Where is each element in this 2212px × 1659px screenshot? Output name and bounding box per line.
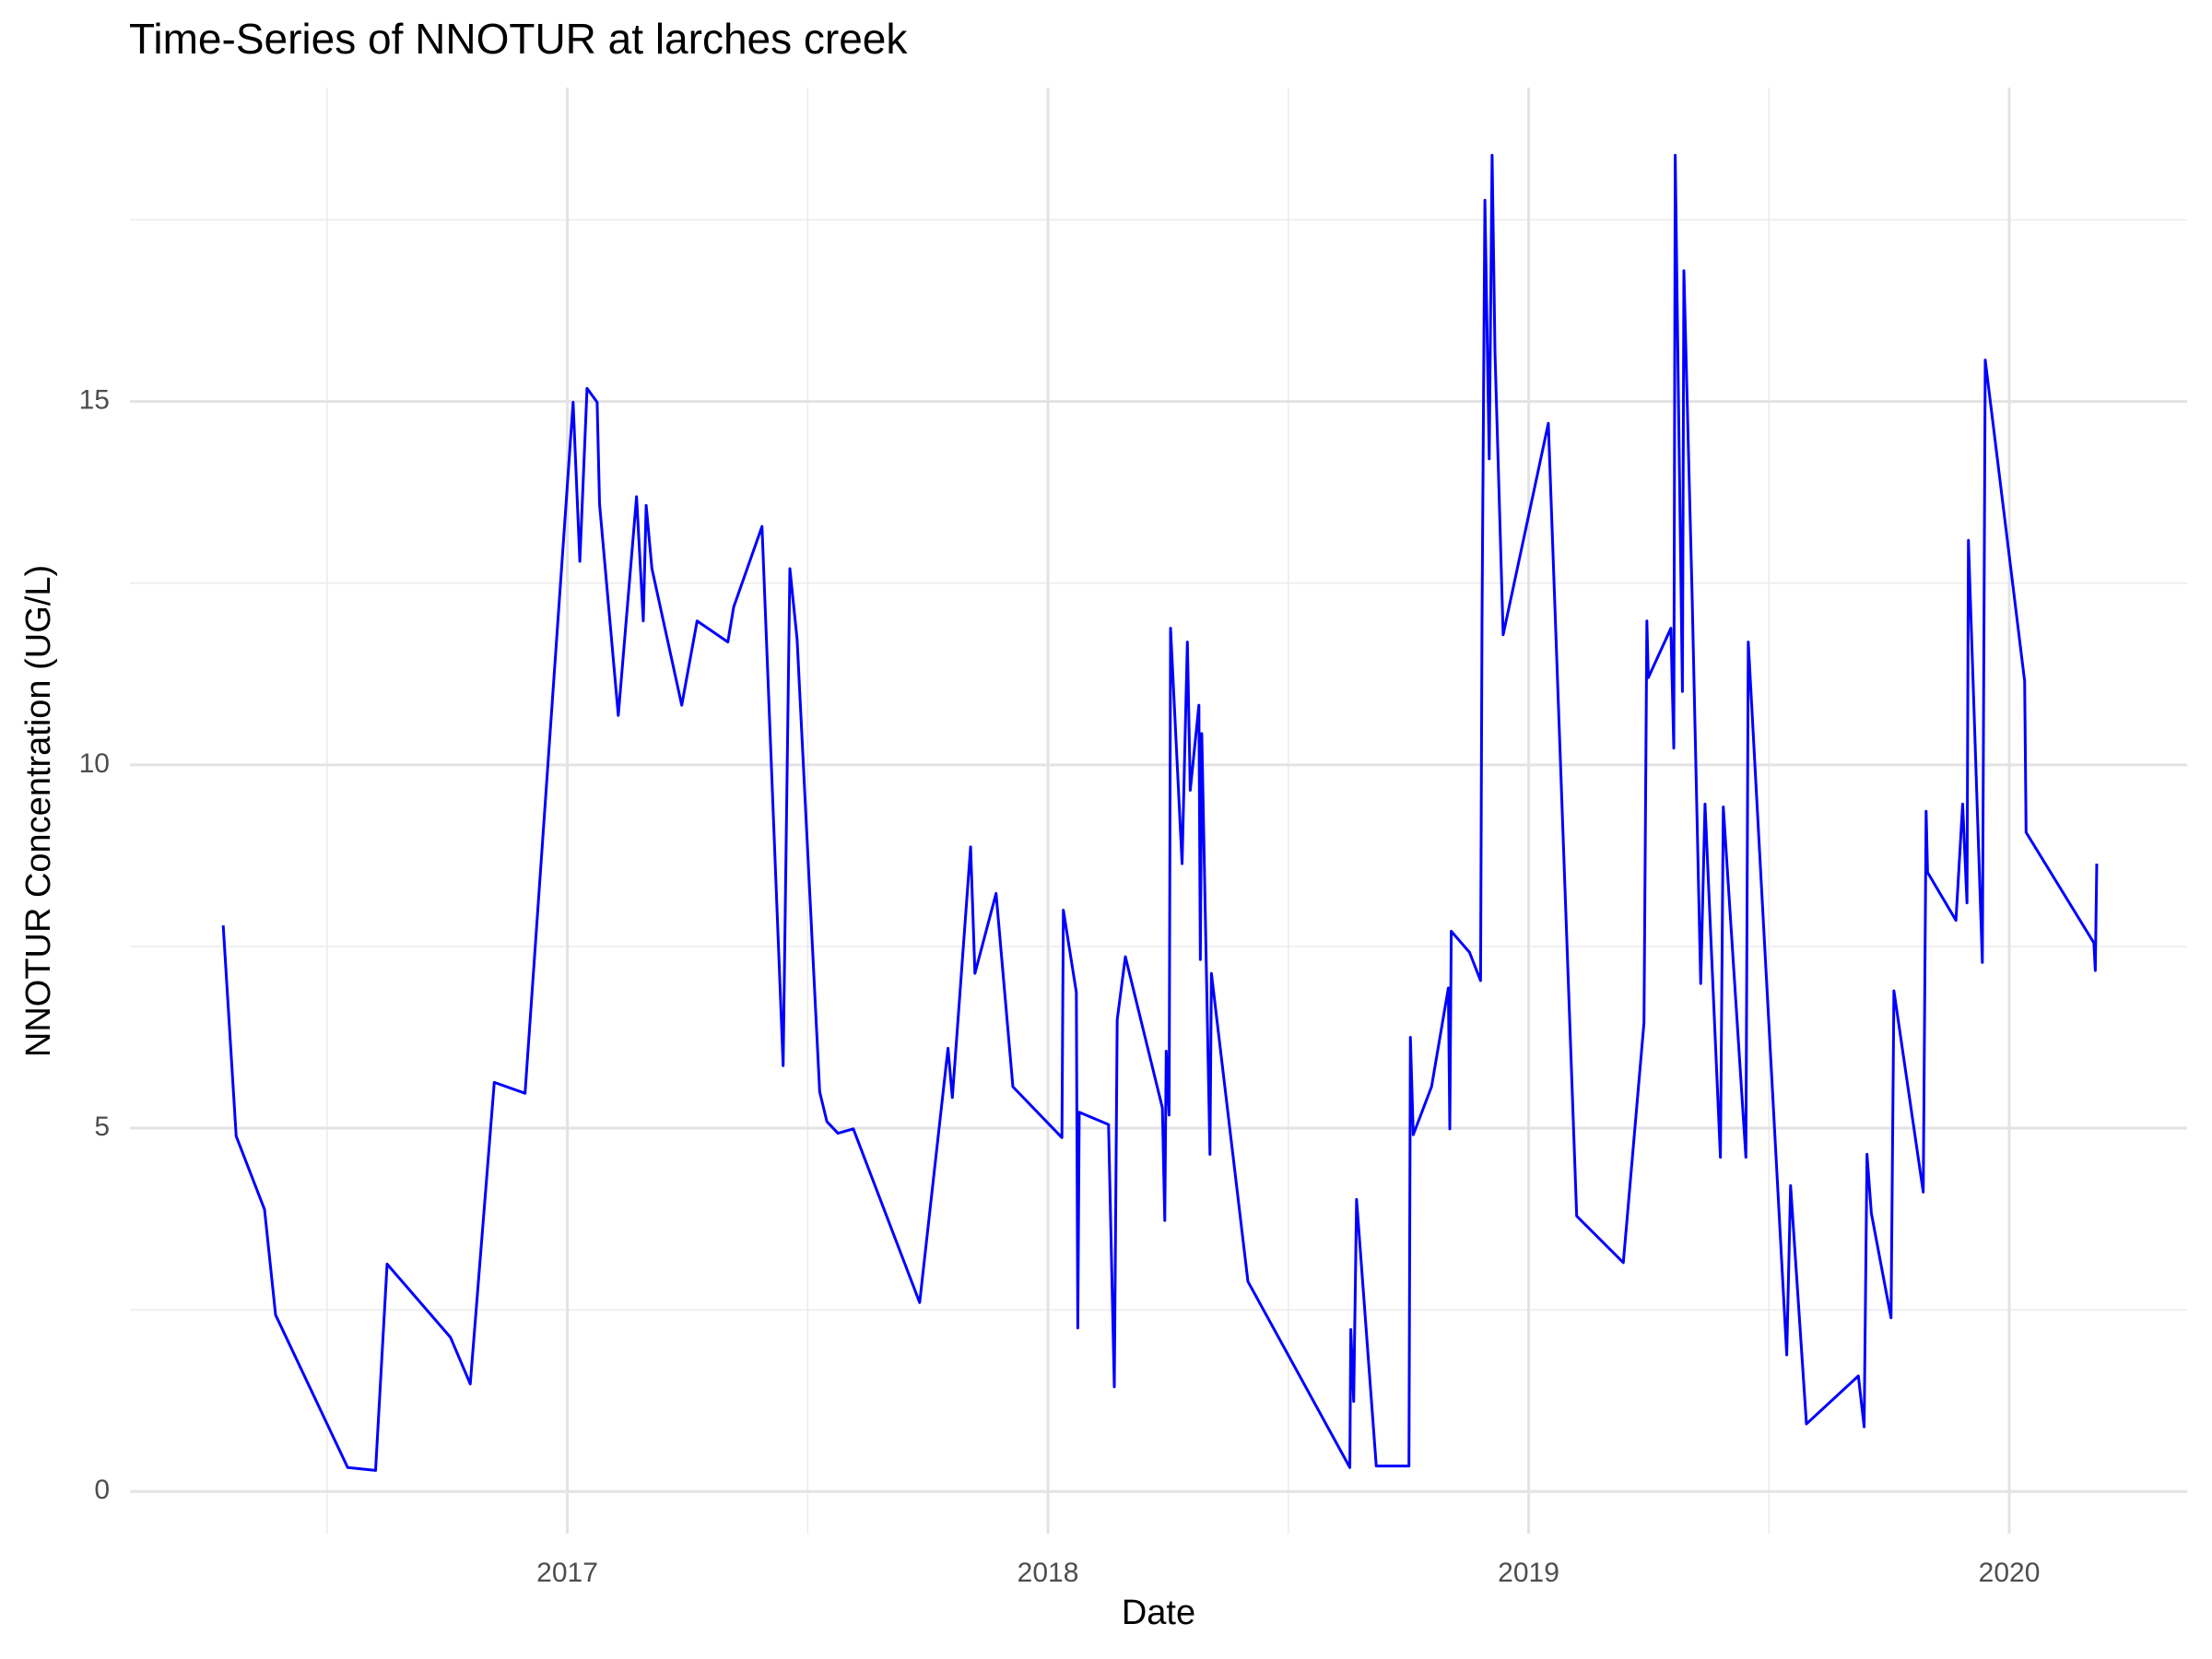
y-tick-label: 15	[79, 385, 110, 416]
y-tick-label: 10	[79, 748, 110, 779]
y-tick-label: 0	[94, 1475, 110, 1505]
y-tick-label: 5	[94, 1112, 110, 1142]
x-axis-label: Date	[1122, 1594, 1195, 1632]
x-tick-label: 2017	[536, 1558, 598, 1588]
y-axis-label: NNOTUR Concentration (UG/L)	[19, 565, 58, 1057]
x-tick-label: 2018	[1018, 1558, 1079, 1588]
chart-title: Time-Series of NNOTUR at larches creek	[129, 15, 908, 63]
x-tick-label: 2020	[1979, 1558, 2041, 1588]
data-line	[221, 153, 2099, 1472]
x-tick-label: 2019	[1498, 1558, 1559, 1588]
